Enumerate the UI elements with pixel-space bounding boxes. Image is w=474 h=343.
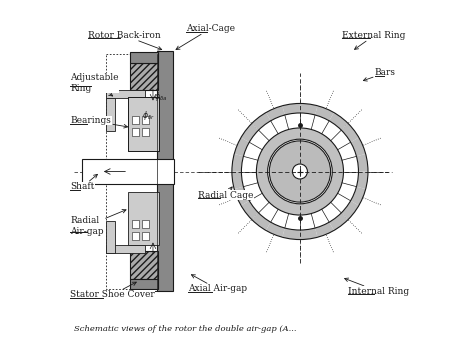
Bar	[142, 116, 149, 124]
Bar	[142, 128, 149, 136]
Text: Bearings: Bearings	[70, 116, 128, 128]
Polygon shape	[234, 138, 249, 156]
Circle shape	[268, 139, 332, 204]
Bar	[82, 159, 174, 184]
Bar	[130, 63, 158, 90]
Bar	[142, 232, 149, 239]
Polygon shape	[300, 104, 318, 115]
Bar	[106, 90, 145, 98]
Polygon shape	[351, 187, 365, 205]
Circle shape	[256, 128, 344, 215]
Polygon shape	[232, 172, 244, 189]
Circle shape	[231, 103, 369, 240]
Circle shape	[241, 113, 358, 230]
Bar	[128, 192, 159, 245]
Polygon shape	[315, 106, 334, 121]
Polygon shape	[300, 228, 318, 239]
Bar	[131, 220, 139, 228]
Bar	[106, 221, 115, 253]
Bar	[130, 251, 158, 279]
Text: Adjustable
Ring: Adjustable Ring	[70, 73, 119, 96]
Polygon shape	[252, 113, 271, 130]
Bar	[128, 97, 159, 151]
Polygon shape	[283, 104, 300, 115]
Text: Radial Cage: Radial Cage	[198, 187, 253, 200]
Polygon shape	[241, 123, 258, 142]
Circle shape	[269, 141, 330, 202]
Polygon shape	[266, 106, 285, 121]
Polygon shape	[232, 154, 244, 172]
Polygon shape	[315, 222, 334, 237]
Polygon shape	[252, 213, 271, 230]
Bar	[157, 51, 173, 291]
Text: Schematic views of the rotor the double air-gap (A...: Schematic views of the rotor the double …	[73, 325, 296, 333]
Text: $\phi_{\delta r}$: $\phi_{\delta r}$	[142, 109, 155, 122]
Polygon shape	[356, 172, 368, 189]
Polygon shape	[341, 201, 359, 220]
Polygon shape	[329, 113, 348, 130]
Bar	[106, 245, 145, 253]
Polygon shape	[329, 213, 348, 230]
Polygon shape	[283, 228, 300, 239]
Text: External Ring: External Ring	[343, 31, 406, 49]
Polygon shape	[341, 123, 359, 142]
Bar	[130, 52, 158, 63]
Text: Shaft: Shaft	[70, 174, 98, 191]
Polygon shape	[266, 222, 285, 237]
Polygon shape	[356, 154, 368, 172]
Polygon shape	[241, 201, 258, 220]
Bar	[131, 116, 139, 124]
Bar	[106, 98, 115, 131]
Bar	[131, 232, 139, 239]
Text: $\phi_{\delta a}$: $\phi_{\delta a}$	[154, 90, 167, 103]
Text: Axial-Cage: Axial-Cage	[176, 24, 235, 49]
Bar	[142, 220, 149, 228]
Text: Radial
Air-gap: Radial Air-gap	[70, 210, 126, 236]
Text: Axial Air-gap: Axial Air-gap	[188, 275, 247, 293]
Polygon shape	[351, 138, 365, 156]
Circle shape	[292, 164, 308, 179]
Bar	[130, 279, 158, 289]
Bar	[128, 97, 159, 151]
Text: Stator Shoe Cover: Stator Shoe Cover	[70, 282, 155, 299]
Text: Rotor Back-iron: Rotor Back-iron	[88, 31, 162, 50]
Polygon shape	[234, 187, 249, 205]
Text: Bars: Bars	[364, 68, 396, 81]
Bar	[131, 128, 139, 136]
Text: Internal Ring: Internal Ring	[345, 278, 409, 296]
